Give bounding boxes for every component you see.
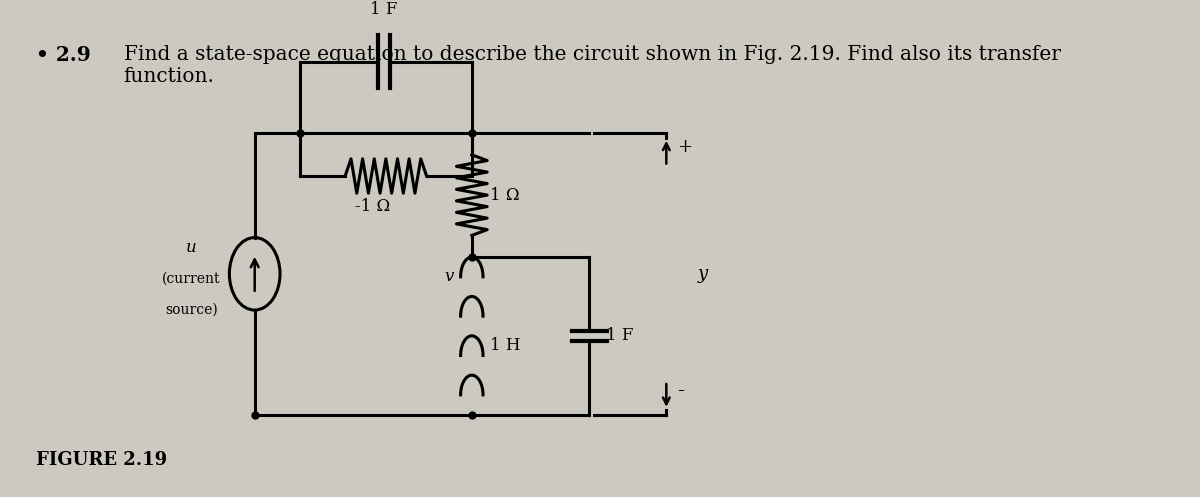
Text: source): source): [164, 303, 217, 317]
Text: 1 H: 1 H: [490, 337, 521, 354]
Text: FIGURE 2.19: FIGURE 2.19: [36, 451, 167, 469]
Text: +: +: [677, 138, 692, 157]
Text: y: y: [698, 265, 708, 283]
Text: 1 Ω: 1 Ω: [490, 186, 520, 204]
Text: v: v: [444, 268, 454, 285]
Text: u: u: [186, 239, 197, 255]
Text: -1 Ω: -1 Ω: [355, 198, 390, 215]
Text: 1 F: 1 F: [371, 0, 398, 18]
Text: • 2.9: • 2.9: [36, 45, 90, 65]
Text: 1 F: 1 F: [606, 328, 634, 344]
Text: -: -: [677, 381, 684, 400]
Text: (current: (current: [162, 271, 221, 286]
Text: Find a state-space equation to describe the circuit shown in Fig. 2.19. Find als: Find a state-space equation to describe …: [124, 45, 1061, 86]
